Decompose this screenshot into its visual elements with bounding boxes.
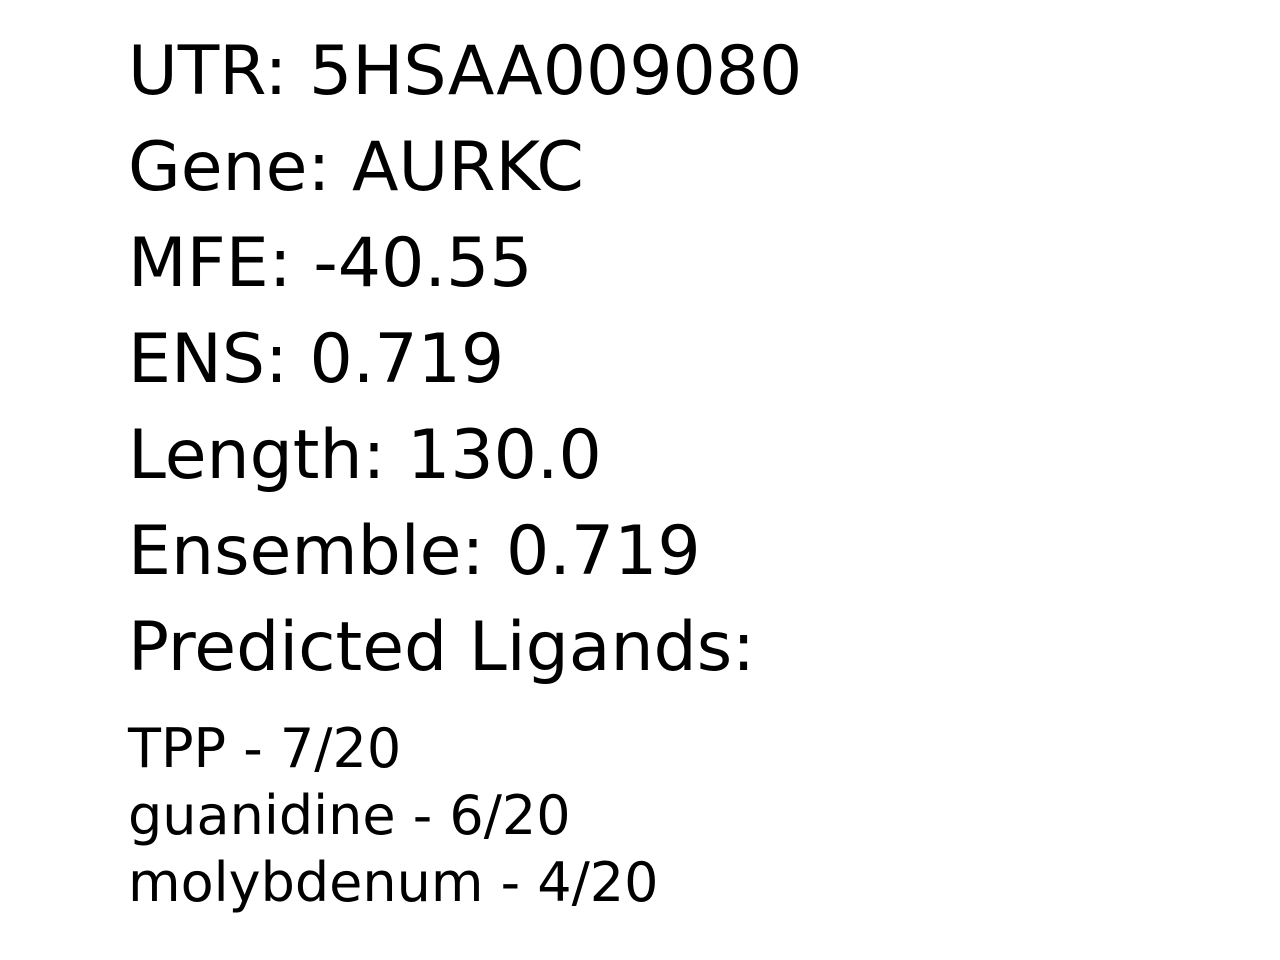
utr-id: UTR: 5HSAA009080 — [128, 32, 803, 111]
ligand-item: TPP - 7/20 — [128, 717, 402, 780]
mfe-value: MFE: -40.55 — [128, 224, 533, 303]
ligand-item: molybdenum - 4/20 — [128, 851, 659, 914]
ligand-item: guanidine - 6/20 — [128, 784, 571, 847]
predicted-ligands-heading: Predicted Ligands: — [128, 608, 756, 687]
ens-value: ENS: 0.719 — [128, 320, 505, 399]
ensemble-value: Ensemble: 0.719 — [128, 512, 701, 591]
length-value: Length: 130.0 — [128, 416, 602, 495]
gene-name: Gene: AURKC — [128, 128, 584, 207]
